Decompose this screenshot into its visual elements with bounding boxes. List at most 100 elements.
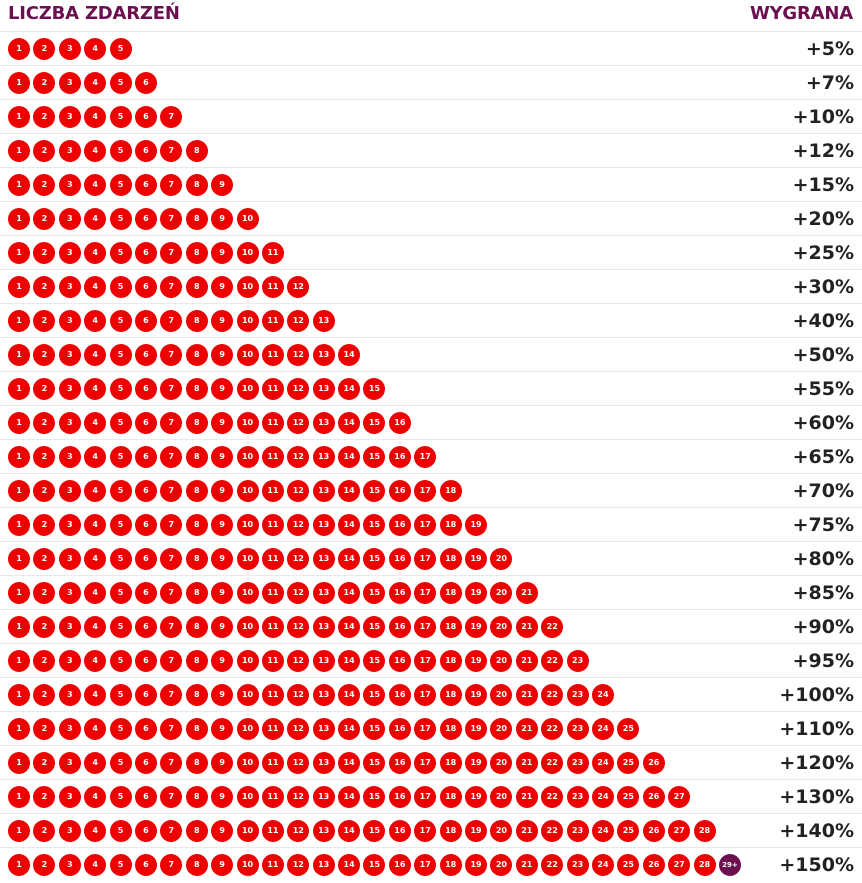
event-ball: 15 bbox=[363, 650, 386, 672]
table-row: 1 2 3 4 5 6 7 8 9 10 11 12 13 14 15 16 17 18 19 20 21 22 23 +95… bbox=[0, 643, 862, 677]
event-ball: 17 bbox=[414, 480, 437, 502]
event-ball: 4 bbox=[84, 140, 107, 162]
event-ball: 11 bbox=[261, 786, 284, 808]
event-ball: 7 bbox=[160, 684, 183, 706]
event-ball: 9 bbox=[211, 786, 234, 808]
event-ball: 14 bbox=[338, 786, 361, 808]
bonus-table: 1 2 3 4 5 +5% 1 2 3 4 5 6 +7% 1 2 3 4 5 6 7 +10% 1 2 3 4 5 6 7 8 +12%… bbox=[0, 31, 862, 881]
event-ball: 7 bbox=[160, 242, 183, 264]
event-ball: 22 bbox=[541, 786, 564, 808]
table-row: 1 2 3 4 5 6 7 8 9 10 11 12 13 14 15 16 17 +65% bbox=[0, 439, 862, 473]
event-ball: 14 bbox=[338, 752, 361, 774]
event-ball: 16 bbox=[388, 446, 411, 468]
event-ball: 1 bbox=[8, 208, 30, 230]
table-row: 1 2 3 4 5 6 7 8 9 10 11 12 13 14 15 16 17 18 19 20 21 22 +90% bbox=[0, 609, 862, 643]
event-ball: 4 bbox=[84, 820, 107, 842]
event-ball: 8 bbox=[185, 786, 208, 808]
event-ball: 16 bbox=[388, 820, 411, 842]
event-ball: 21 bbox=[515, 820, 538, 842]
event-ball: 19 bbox=[465, 820, 488, 842]
bonus-value: +65% bbox=[792, 446, 854, 468]
event-ball: 9 bbox=[211, 378, 234, 400]
event-ball: 11 bbox=[261, 310, 284, 332]
event-ball: 2 bbox=[33, 582, 56, 604]
bonus-value: +130% bbox=[779, 786, 854, 808]
table-row: 1 2 3 4 5 6 7 8 9 10 11 12 13 14 15 +55% bbox=[0, 371, 862, 405]
event-ball: 5 bbox=[109, 582, 132, 604]
event-ball: 13 bbox=[312, 310, 335, 332]
event-ball: 10 bbox=[236, 412, 259, 434]
event-ball: 7 bbox=[160, 548, 183, 570]
table-row: 1 2 3 4 5 6 7 +10% bbox=[0, 99, 862, 133]
event-ball: 7 bbox=[160, 786, 183, 808]
table-row: 1 2 3 4 5 6 7 8 9 10 11 12 13 14 15 16 17 18 +70% bbox=[0, 473, 862, 507]
event-ball: 26 bbox=[642, 786, 665, 808]
event-balls: 1 2 3 4 5 6 7 8 9 10 11 12 13 14 bbox=[8, 344, 363, 366]
event-ball-more: 29+ bbox=[718, 854, 741, 876]
event-ball: 9 bbox=[211, 684, 234, 706]
event-ball: 22 bbox=[541, 616, 564, 638]
event-ball: 13 bbox=[312, 582, 335, 604]
table-row: 1 2 3 4 5 6 7 8 9 10 +20% bbox=[0, 201, 862, 235]
event-ball: 20 bbox=[490, 548, 513, 570]
event-ball: 1 bbox=[8, 378, 30, 400]
event-ball: 7 bbox=[160, 276, 183, 298]
bonus-value: +150% bbox=[779, 854, 854, 876]
event-ball: 9 bbox=[211, 344, 234, 366]
event-ball: 4 bbox=[84, 616, 107, 638]
event-ball: 8 bbox=[185, 140, 208, 162]
event-ball: 10 bbox=[236, 310, 259, 332]
bonus-value: +140% bbox=[779, 820, 854, 842]
bonus-value: +95% bbox=[792, 650, 854, 672]
event-ball: 15 bbox=[363, 854, 386, 876]
event-ball: 9 bbox=[211, 242, 234, 264]
event-ball: 23 bbox=[566, 854, 589, 876]
event-ball: 3 bbox=[58, 514, 81, 536]
event-balls: 1 2 3 4 5 6 7 8 9 10 11 12 13 14 15 bbox=[8, 378, 389, 400]
event-ball: 18 bbox=[439, 582, 462, 604]
event-ball: 18 bbox=[439, 650, 462, 672]
event-ball: 21 bbox=[515, 786, 538, 808]
event-ball: 16 bbox=[388, 718, 411, 740]
event-ball: 3 bbox=[58, 310, 81, 332]
bonus-value: +75% bbox=[792, 514, 854, 536]
event-ball: 3 bbox=[58, 140, 81, 162]
event-ball: 2 bbox=[33, 344, 56, 366]
event-ball: 11 bbox=[261, 276, 284, 298]
event-ball: 27 bbox=[668, 786, 691, 808]
table-row: 1 2 3 4 5 6 7 8 9 +15% bbox=[0, 167, 862, 201]
event-balls: 1 2 3 4 5 6 7 8 9 10 11 12 13 14 15 16 17 18 19 20 21 22 23 24 2… bbox=[8, 752, 668, 774]
event-ball: 1 bbox=[8, 548, 30, 570]
event-ball: 12 bbox=[287, 582, 310, 604]
event-ball: 8 bbox=[185, 616, 208, 638]
event-ball: 13 bbox=[312, 548, 335, 570]
event-balls: 1 2 3 4 5 6 7 8 9 10 11 12 13 14 15 16 bbox=[8, 412, 414, 434]
event-ball: 9 bbox=[211, 752, 234, 774]
event-ball: 17 bbox=[414, 650, 437, 672]
event-ball: 5 bbox=[109, 174, 132, 196]
event-ball: 2 bbox=[33, 72, 56, 94]
event-ball: 9 bbox=[211, 446, 234, 468]
event-ball: 13 bbox=[312, 514, 335, 536]
bonus-value: +80% bbox=[792, 548, 854, 570]
event-ball: 27 bbox=[668, 854, 691, 876]
event-ball: 1 bbox=[8, 684, 30, 706]
event-ball: 3 bbox=[58, 446, 81, 468]
event-ball: 10 bbox=[236, 752, 259, 774]
event-ball: 5 bbox=[109, 718, 132, 740]
event-ball: 20 bbox=[490, 752, 513, 774]
event-ball: 7 bbox=[160, 446, 183, 468]
event-ball: 18 bbox=[439, 854, 462, 876]
event-ball: 9 bbox=[211, 480, 234, 502]
event-ball: 10 bbox=[236, 208, 259, 230]
table-row: 1 2 3 4 5 6 7 8 9 10 11 12 13 14 15 16 17 18 19 20 +80% bbox=[0, 541, 862, 575]
event-ball: 21 bbox=[515, 718, 538, 740]
bonus-value: +12% bbox=[792, 140, 854, 162]
event-ball: 16 bbox=[388, 548, 411, 570]
event-ball: 7 bbox=[160, 140, 183, 162]
event-ball: 9 bbox=[211, 854, 234, 876]
event-ball: 8 bbox=[185, 684, 208, 706]
event-ball: 15 bbox=[363, 548, 386, 570]
event-ball: 10 bbox=[236, 514, 259, 536]
bonus-heading: WYGRANA bbox=[749, 3, 853, 24]
